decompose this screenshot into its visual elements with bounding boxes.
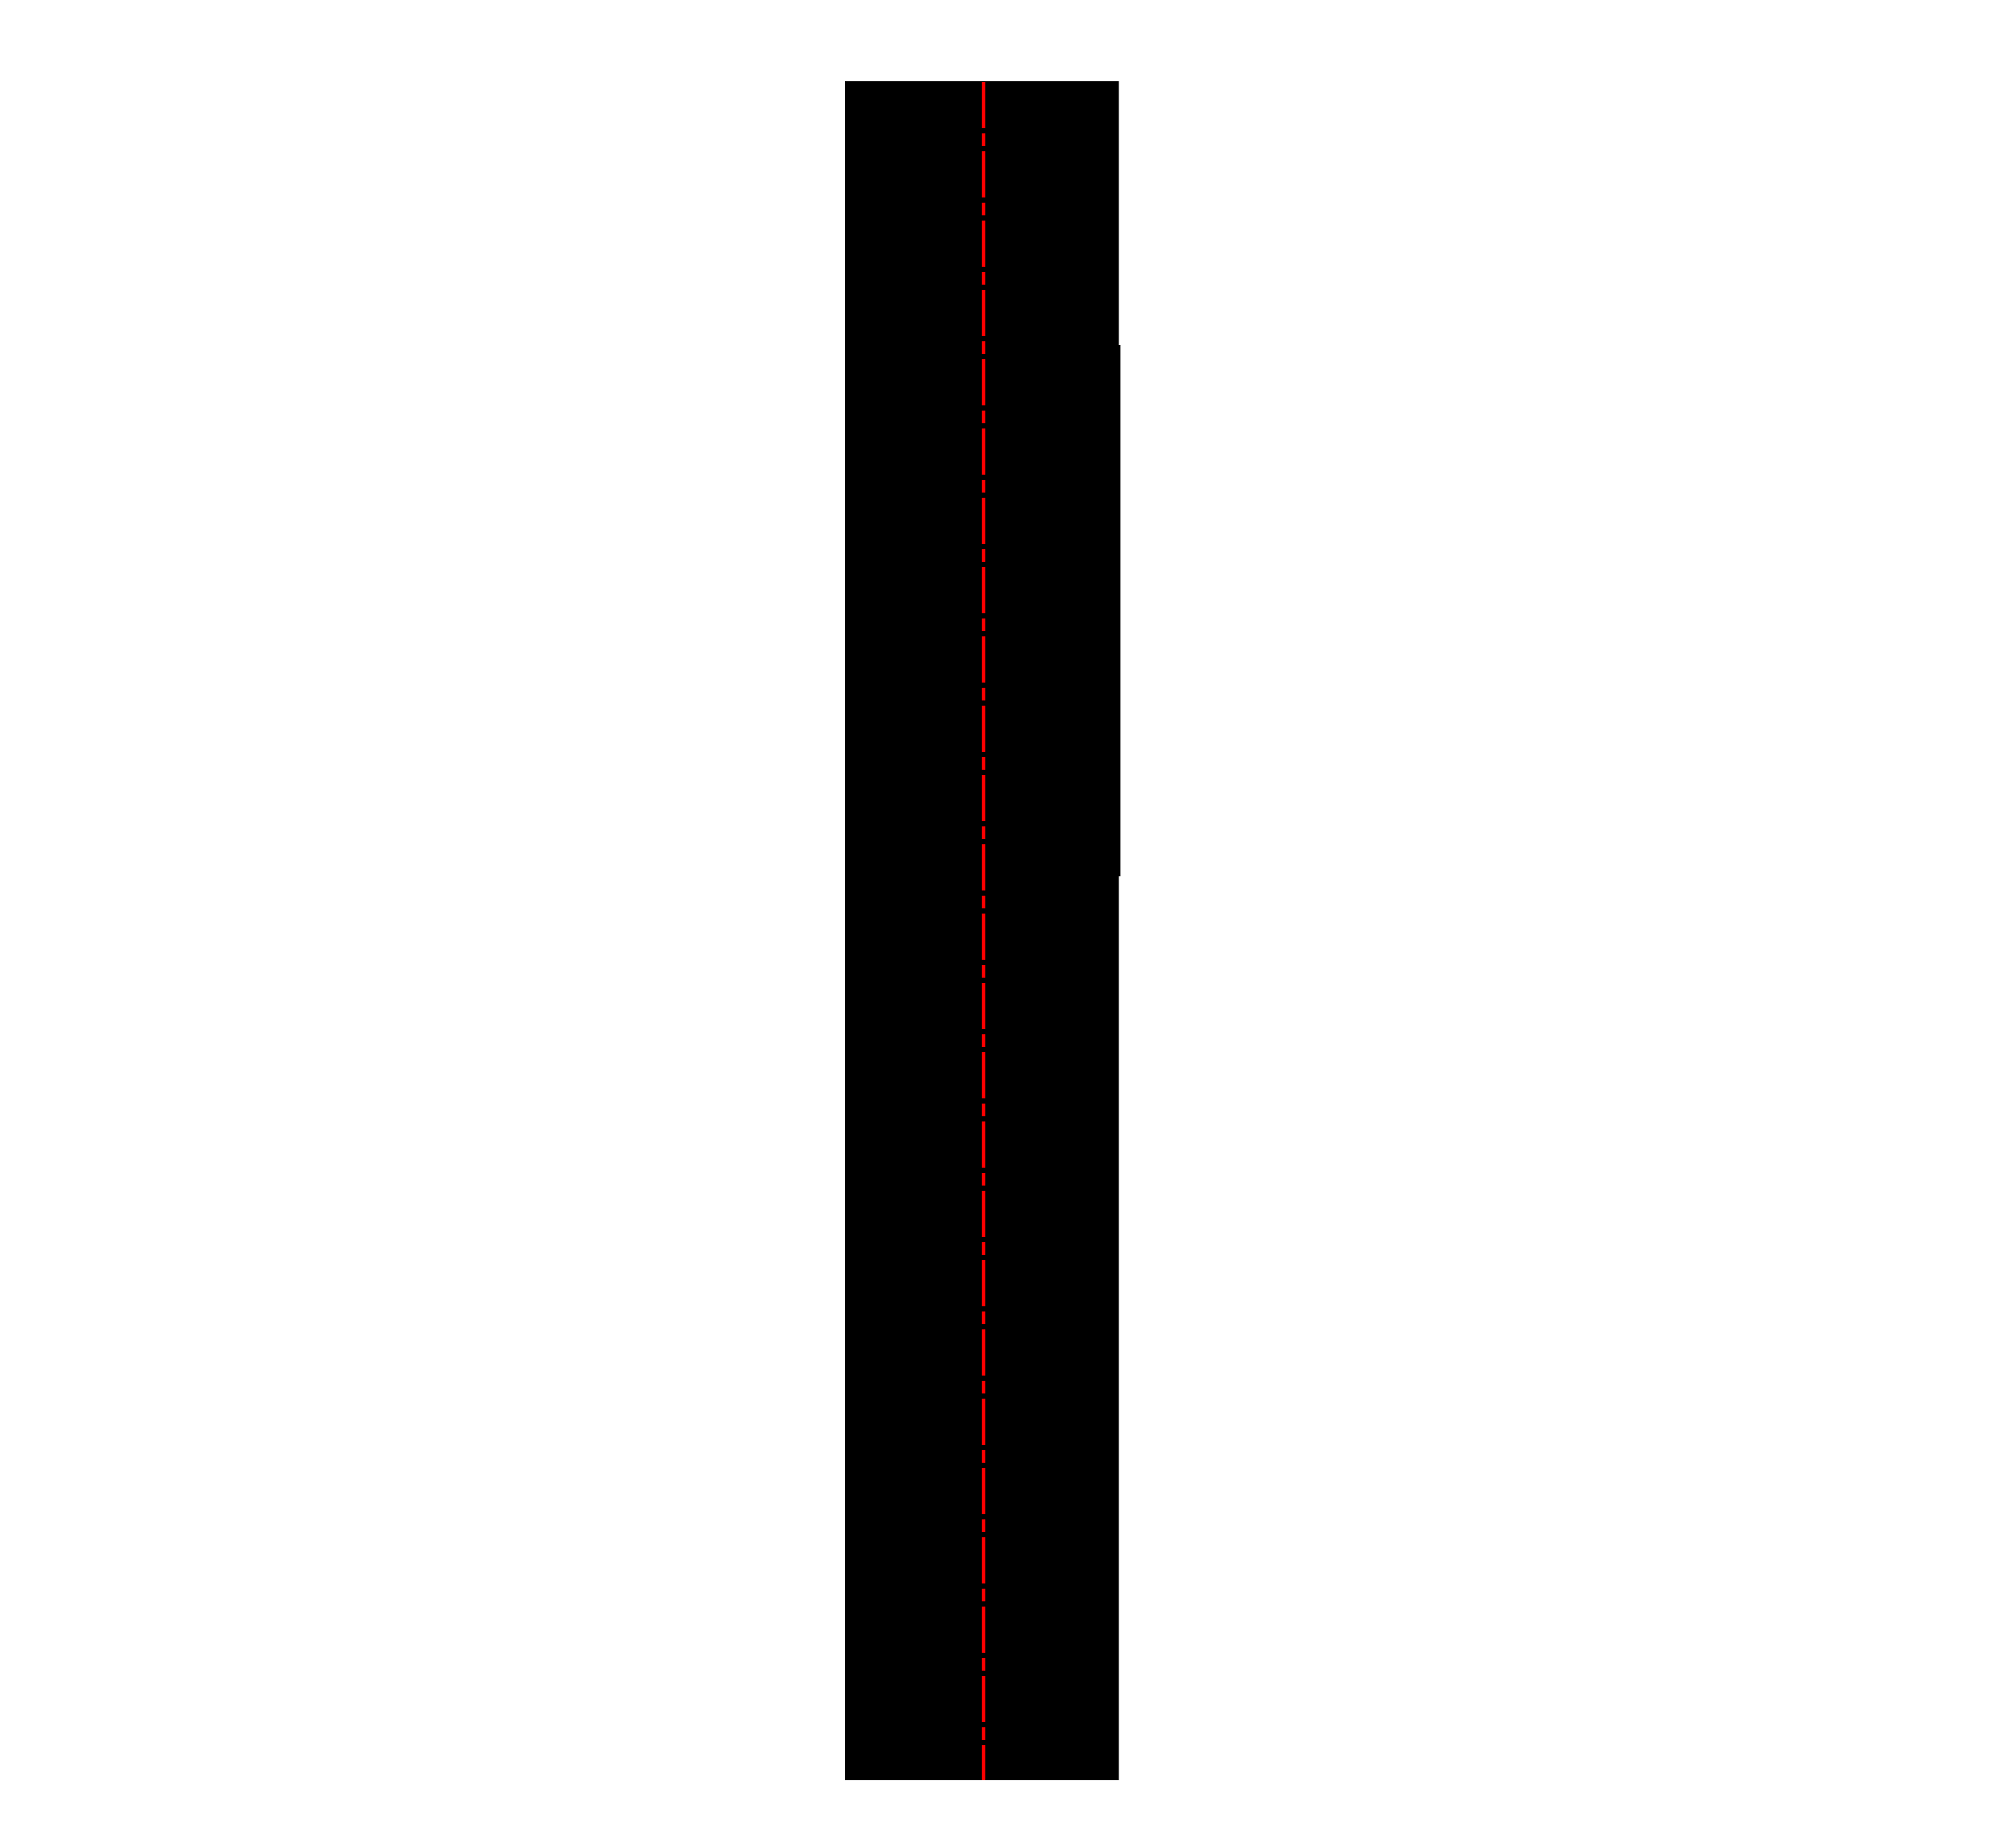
figure-canvas: [845, 81, 1121, 1780]
diagram-svg: [845, 81, 1121, 1780]
